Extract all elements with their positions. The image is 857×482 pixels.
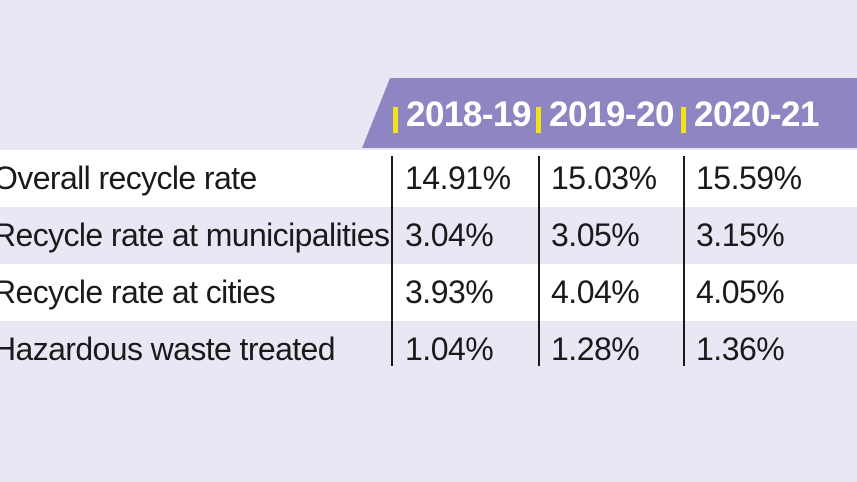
table-cell: 3.04% — [405, 217, 494, 253]
table-row: Recycle rate at municipalities 3.04% 3.0… — [0, 207, 857, 264]
column-divider — [391, 156, 393, 366]
table-row: Hazardous waste treated 1.04% 1.28% 1.36… — [0, 321, 857, 378]
column-header-2020-21: 2020-21 — [694, 95, 819, 134]
row-label: Recycle rate at cities — [0, 274, 276, 310]
table-cell: 1.36% — [696, 331, 785, 367]
table-cell: 1.04% — [405, 331, 494, 367]
year-marker-2 — [536, 107, 541, 133]
year-marker-1 — [393, 107, 398, 133]
row-label: Recycle rate at municipalities — [0, 217, 390, 253]
column-divider — [538, 156, 540, 366]
table-row: Overall recycle rate 14.91% 15.03% 15.59… — [0, 150, 857, 207]
row-label: Overall recycle rate — [0, 160, 257, 196]
table-cell: 3.15% — [696, 217, 785, 253]
column-divider — [683, 156, 685, 366]
table-cell: 15.03% — [551, 160, 657, 196]
table-row: Recycle rate at cities 3.93% 4.04% 4.05% — [0, 264, 857, 321]
header-band — [362, 78, 857, 148]
table-cell: 4.05% — [696, 274, 785, 310]
table-cell: 1.28% — [551, 331, 640, 367]
table-cell: 3.93% — [405, 274, 494, 310]
column-header-2018-19: 2018-19 — [406, 95, 531, 134]
table-cell: 15.59% — [696, 160, 802, 196]
table-cell: 14.91% — [405, 160, 511, 196]
row-label: Hazardous waste treated — [0, 331, 336, 367]
table-cell: 3.05% — [551, 217, 640, 253]
table-cell: 4.04% — [551, 274, 640, 310]
column-header-2019-20: 2019-20 — [549, 95, 674, 134]
year-marker-3 — [681, 107, 686, 133]
